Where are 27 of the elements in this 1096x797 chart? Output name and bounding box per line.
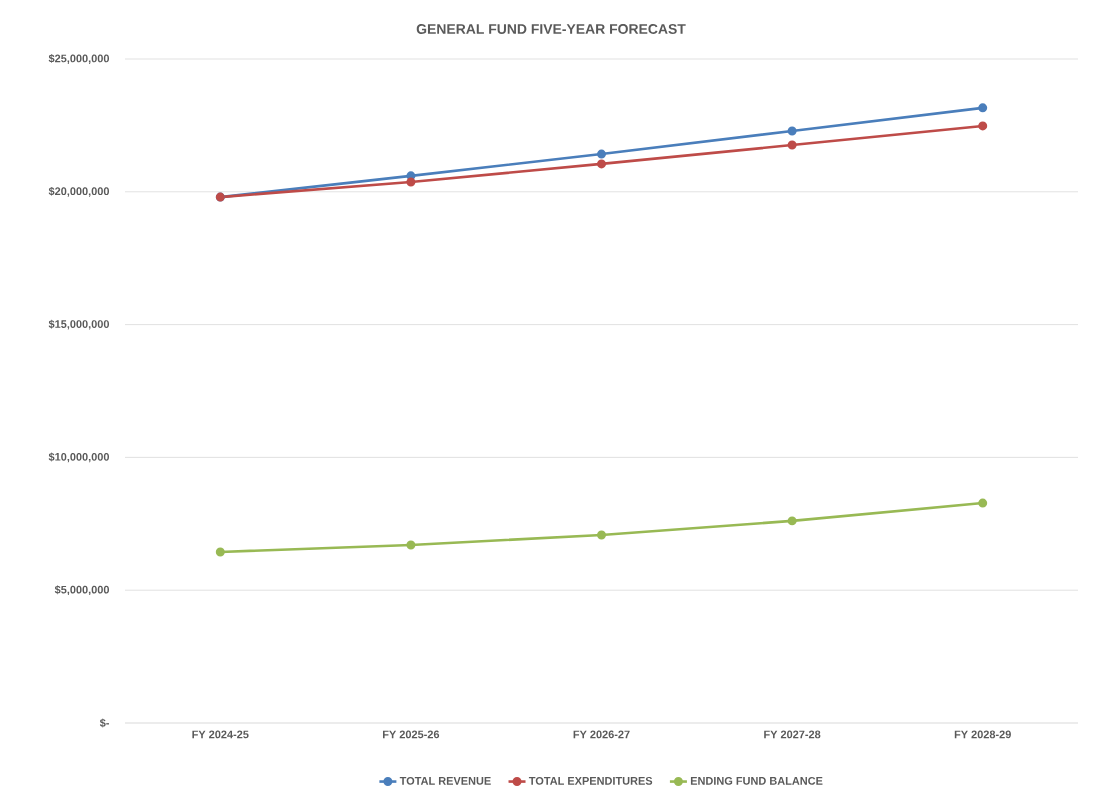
point bbox=[597, 149, 607, 159]
point bbox=[978, 103, 988, 113]
legend-label: ENDING FUND BALANCE bbox=[690, 776, 823, 785]
x-tick-label: FY 2027-28 bbox=[764, 730, 821, 739]
x-tick-label: FY 2024-25 bbox=[192, 730, 249, 739]
legend-label: TOTAL REVENUE bbox=[399, 776, 491, 785]
y-tick-label: $15,000,000 bbox=[48, 319, 110, 330]
point bbox=[597, 159, 607, 169]
y-tick-label: $- bbox=[99, 718, 110, 728]
y-tick-label: $20,000,000 bbox=[48, 186, 110, 197]
point bbox=[597, 530, 607, 540]
chart-title: GENERAL FUND FIVE-YEAR FORECAST bbox=[416, 24, 686, 34]
point bbox=[787, 126, 797, 136]
point bbox=[787, 140, 797, 150]
y-tick-label: $25,000,000 bbox=[48, 54, 110, 64]
point bbox=[215, 547, 225, 557]
x-tick-label: FY 2025-26 bbox=[383, 730, 440, 739]
point bbox=[978, 121, 988, 131]
y-tick-label: $10,000,000 bbox=[48, 452, 110, 463]
y-tick-label: $5,000,000 bbox=[54, 585, 110, 596]
point bbox=[787, 516, 797, 526]
x-tick-label: FY 2026-27 bbox=[573, 730, 630, 739]
x-tick-label: FY 2028-29 bbox=[954, 730, 1011, 739]
point bbox=[406, 177, 416, 187]
point bbox=[406, 540, 416, 550]
point bbox=[978, 498, 988, 508]
legend-label: TOTAL EXPENDITURES bbox=[528, 776, 653, 785]
